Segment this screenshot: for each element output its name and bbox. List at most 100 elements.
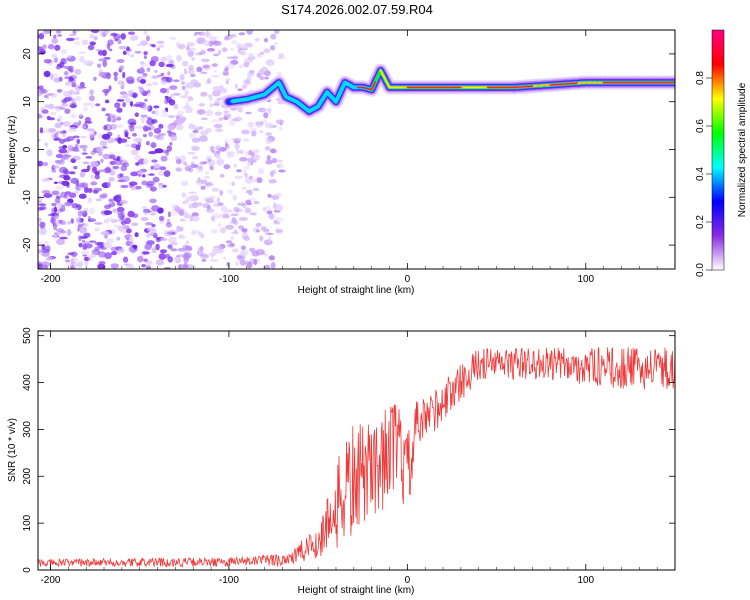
spectrogram-noise-blob <box>238 149 244 155</box>
spectrogram-noise-blob <box>119 65 125 71</box>
spectrogram-noise-blob <box>197 247 205 251</box>
spectrogram-noise-blob <box>38 91 43 97</box>
spectrogram-noise-blob <box>201 258 207 262</box>
spectrogram-noise-blob <box>241 228 248 233</box>
spectrogram-noise-blob <box>212 89 221 97</box>
spectrogram-noise-blob <box>55 185 64 191</box>
spectrogram-noise-blob <box>70 158 77 164</box>
spectrogram-noise-blob <box>138 174 142 177</box>
spectrogram-noise-blob <box>277 56 286 60</box>
spectrogram-noise-blob <box>144 98 148 102</box>
spectrogram-noise-blob <box>46 115 51 121</box>
spectrogram-noise-blob <box>265 138 273 145</box>
spectrogram-noise-blob <box>68 126 78 132</box>
spectrogram-noise-blob <box>212 247 220 254</box>
spectrogram-noise-blob <box>116 116 122 121</box>
spectrogram-noise-blob <box>53 34 57 39</box>
spectrogram-noise-blob <box>103 125 107 131</box>
spectrogram-noise-blob <box>41 31 49 35</box>
spectrogram-noise-blob <box>140 40 148 46</box>
spectrogram-noise-blob <box>167 71 171 76</box>
spectrogram-noise-blob <box>98 151 103 157</box>
spectrogram-noise-blob <box>234 175 243 179</box>
spectrogram-halo <box>612 76 621 89</box>
spectrogram-noise-blob <box>116 59 125 63</box>
spectrogram-noise-layer <box>38 30 287 269</box>
spectrogram-noise-blob <box>248 52 254 59</box>
spectrogram-noise-blob <box>222 116 229 120</box>
spectrogram-noise-blob <box>215 145 220 151</box>
spectrogram-halo <box>510 81 519 94</box>
spectrogram-noise-blob <box>205 208 215 214</box>
x-tick-label: 100 <box>577 575 594 586</box>
spectrogram-noise-blob <box>156 74 163 78</box>
spectrogram-noise-blob <box>191 57 196 61</box>
colorbar-ticks: 0.0 0.2 0.4 0.6 0.8 <box>695 71 712 277</box>
spectrogram-noise-blob <box>76 216 82 224</box>
spectrogram-noise-blob <box>104 166 111 173</box>
spectrogram-noise-blob <box>46 149 53 157</box>
spectrogram-noise-blob <box>51 38 59 44</box>
spectrogram-noise-blob <box>246 261 253 269</box>
spectrogram-noise-blob <box>89 252 97 258</box>
spectrogram-noise-blob <box>60 48 68 55</box>
spectrogram-noise-blob <box>156 40 165 44</box>
spectrogram-noise-blob <box>140 66 144 73</box>
spectrogram-noise-blob <box>218 223 222 227</box>
spectrogram-noise-blob <box>275 229 284 233</box>
spectrogram-noise-blob <box>143 51 148 56</box>
spectrogram-noise-blob <box>151 228 157 233</box>
spectrogram-noise-blob <box>154 148 164 154</box>
spectrogram-noise-blob <box>207 158 211 162</box>
spectrogram-halo <box>521 80 530 93</box>
spectrogram-noise-blob <box>244 172 248 178</box>
spectrogram-noise-blob <box>145 183 153 188</box>
spectrogram-noise-blob <box>106 72 111 80</box>
spectrogram-noise-blob <box>134 185 142 190</box>
spectrogram-noise-blob <box>202 203 211 209</box>
spectrogram-noise-blob <box>219 227 227 234</box>
spectrogram-noise-blob <box>135 144 141 151</box>
spectrogram-noise-blob <box>58 130 67 134</box>
colorbar-tick-label: 0.0 <box>695 263 706 277</box>
spectrogram-noise-blob <box>51 216 55 219</box>
spectrogram-noise-blob <box>57 34 62 37</box>
spectrogram-noise-blob <box>95 103 101 107</box>
spectrogram-noise-blob <box>263 48 271 54</box>
spectrogram-noise-blob <box>276 164 281 168</box>
spectrogram-noise-blob <box>243 236 250 241</box>
spectrogram-noise-blob <box>269 171 274 177</box>
spectrogram-noise-blob <box>87 44 95 51</box>
spectrogram-noise-blob <box>202 64 210 69</box>
spectrogram-noise-blob <box>38 261 43 269</box>
colorbar-tick-label: 0.2 <box>695 215 706 229</box>
spectrogram-noise-blob <box>258 53 264 57</box>
spectrogram-noise-blob <box>168 236 177 244</box>
spectrogram-noise-blob <box>160 155 168 162</box>
spectrogram-noise-blob <box>38 85 44 90</box>
spectrogram-noise-blob <box>140 216 149 222</box>
spectrogram-noise-blob <box>177 247 186 252</box>
spectrogram-noise-blob <box>106 238 115 244</box>
spectrogram-noise-blob <box>166 54 172 61</box>
spectrogram-noise-blob <box>38 33 45 40</box>
spectrogram-noise-blob <box>69 171 76 175</box>
spectrogram-noise-blob <box>177 235 187 240</box>
spectrogram-noise-blob <box>169 142 173 146</box>
spectrogram-noise-blob <box>253 154 261 161</box>
spectrogram-noise-blob <box>43 59 52 64</box>
spectrogram-noise-blob <box>147 92 151 97</box>
spectrogram-noise-blob <box>110 263 119 269</box>
spectrogram-noise-blob <box>82 223 89 227</box>
spectrogram-noise-blob <box>162 184 167 188</box>
spectrogram-noise-blob <box>131 247 135 254</box>
spectrogram-noise-blob <box>253 258 258 266</box>
spectrogram-halo <box>633 76 642 89</box>
spectrogram-noise-blob <box>188 203 195 209</box>
spectrogram-noise-blob <box>223 164 231 170</box>
spectrogram-noise-blob <box>132 93 138 99</box>
spectrogram-noise-blob <box>42 162 48 167</box>
spectrogram-noise-blob <box>129 101 133 107</box>
spectrogram-noise-blob <box>198 103 205 107</box>
spectrogram-noise-blob <box>145 222 154 226</box>
